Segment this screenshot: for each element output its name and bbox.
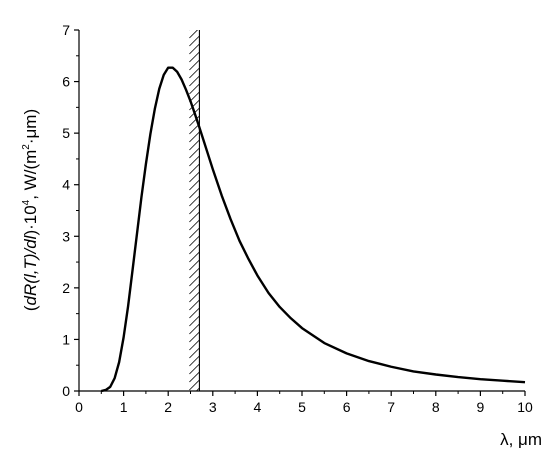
hatch-stroke — [189, 51, 200, 63]
y-tick-label: 0 — [62, 383, 70, 399]
hatch-stroke — [189, 275, 200, 287]
x-tick-label: 6 — [343, 399, 351, 415]
y-tick-label: 5 — [62, 125, 70, 141]
hatch-stroke — [189, 83, 200, 95]
hatch-stroke — [189, 131, 200, 143]
y-tick-label: 4 — [62, 177, 70, 193]
hatch-stroke — [189, 75, 200, 87]
x-axis-label: λ, μm — [500, 430, 542, 449]
hatch-stroke — [189, 347, 200, 359]
hatch-stroke — [189, 115, 200, 127]
hatch-stroke — [189, 323, 200, 335]
hatch-stroke — [189, 259, 200, 271]
y-tick-label: 6 — [62, 74, 70, 90]
hatch-stroke — [189, 307, 200, 319]
x-tick-label: 3 — [209, 399, 217, 415]
hatch-stroke — [189, 283, 200, 295]
x-tick-label: 9 — [477, 399, 485, 415]
hatch-stroke — [189, 43, 200, 55]
x-tick-label: 1 — [120, 399, 128, 415]
x-tick-label: 10 — [517, 399, 533, 415]
hatch-stroke — [189, 59, 200, 71]
hatch-stroke — [189, 331, 200, 343]
hatch-stroke — [189, 235, 200, 247]
hatch-stroke — [189, 243, 200, 255]
hatch-stroke — [189, 315, 200, 327]
y-tick-label: 3 — [62, 228, 70, 244]
y-tick-label: 7 — [62, 22, 70, 38]
hatch-stroke — [189, 30, 198, 39]
hatch-stroke — [189, 155, 200, 167]
hatch-stroke — [189, 147, 200, 159]
hatch-stroke — [189, 67, 200, 79]
hatch-stroke — [189, 211, 200, 223]
hatch-stroke — [189, 139, 200, 151]
hatch-stroke — [189, 267, 200, 279]
x-tick-label: 7 — [387, 399, 395, 415]
x-tick-label: 8 — [432, 399, 440, 415]
hatch-stroke — [189, 171, 200, 183]
hatch-stroke — [189, 30, 190, 31]
x-tick-label: 4 — [254, 399, 262, 415]
hatch-stroke — [189, 339, 200, 351]
hatch-stroke — [189, 299, 200, 311]
y-ticks: 0 1 2 3 4 5 6 7 — [62, 22, 79, 399]
y-tick-label: 2 — [62, 280, 70, 296]
hatch-stroke — [189, 163, 200, 175]
hatch-stroke — [189, 195, 200, 207]
hatch-stroke — [189, 99, 200, 111]
series-line — [101, 66, 526, 393]
x-ticks: 0 1 2 3 4 5 6 7 8 9 10 — [75, 391, 533, 415]
y-axis-label: (dR(l,T)/dl)·104, W/(m2·μm) — [21, 109, 40, 311]
hatch-stroke — [195, 387, 200, 391]
hatch-stroke — [189, 371, 200, 383]
y-tick-label: 1 — [62, 331, 70, 347]
hatch-stroke — [189, 355, 200, 367]
cutoff-hatch — [189, 30, 200, 406]
hatch-stroke — [189, 187, 200, 199]
hatch-stroke — [189, 35, 200, 47]
hatch-stroke — [189, 291, 200, 303]
hatch-stroke — [189, 379, 200, 391]
x-tick-label: 0 — [75, 399, 83, 415]
hatch-stroke — [189, 227, 200, 239]
hatch-stroke — [189, 219, 200, 231]
x-tick-label: 5 — [298, 399, 306, 415]
x-tick-label: 2 — [164, 399, 172, 415]
hatch-stroke — [189, 363, 200, 375]
hatch-stroke — [189, 396, 199, 406]
hatch-stroke — [189, 203, 200, 215]
hatch-stroke — [189, 179, 200, 191]
hatch-stroke — [189, 251, 200, 263]
